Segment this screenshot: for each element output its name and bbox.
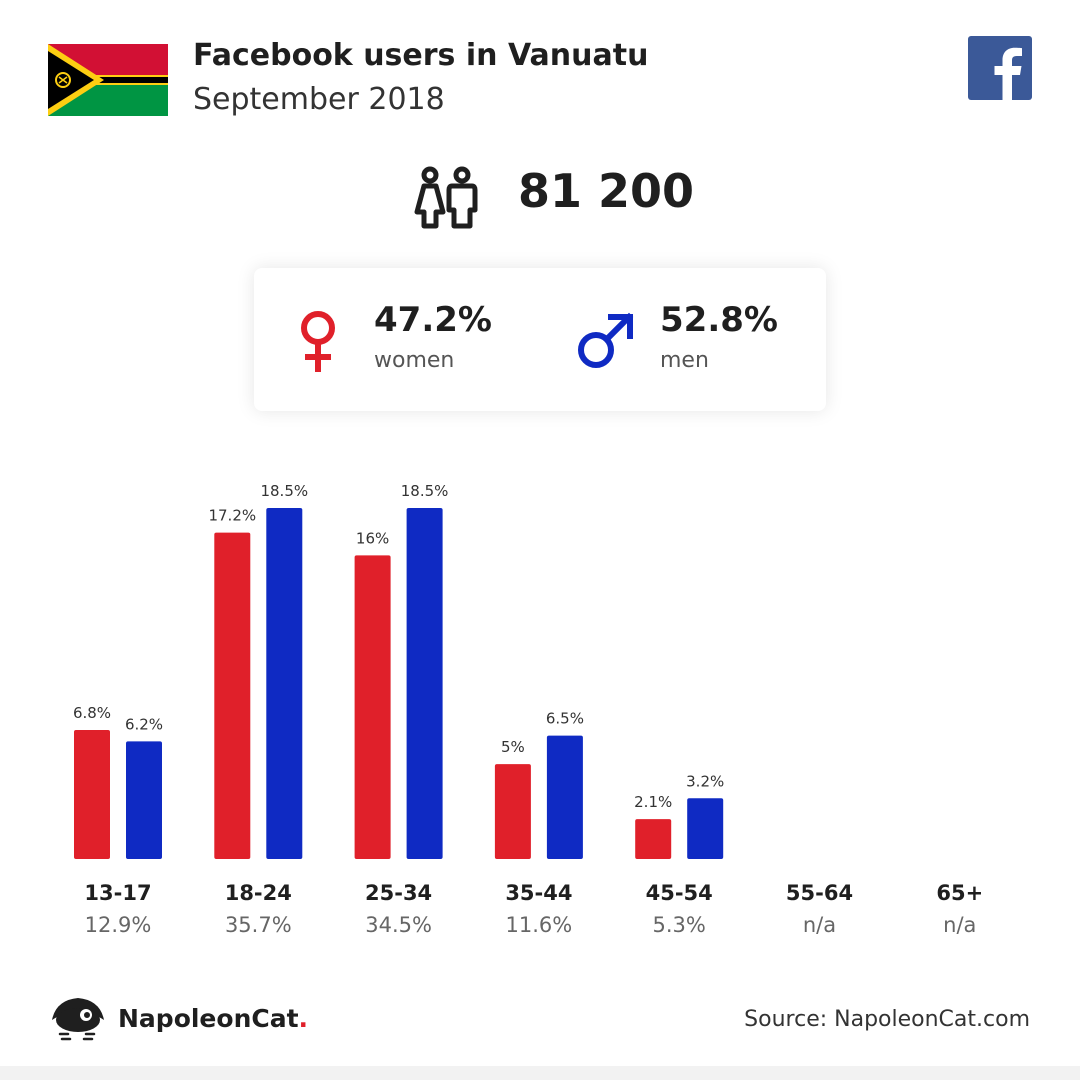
bar-25-34-s0 [354, 555, 391, 859]
category-total: n/a [803, 913, 836, 937]
napoleoncat-logo-icon [52, 998, 104, 1041]
brand-dot: . [298, 1004, 309, 1033]
total-users: 81 200 [518, 164, 695, 218]
bar-value-label: 18.5% [260, 482, 308, 500]
bar-45-54-s1 [687, 798, 724, 859]
bar-value-label: 6.8% [73, 704, 111, 722]
page-subtitle: September 2018 [193, 82, 445, 117]
bar-35-44-s0 [494, 764, 531, 859]
bar-35-44-s1 [546, 735, 583, 859]
category-total: 12.9% [85, 913, 152, 937]
men-percent: 52.8% [660, 300, 778, 340]
women-percent: 47.2% [374, 300, 492, 340]
bar-25-34-s1 [406, 508, 443, 859]
vanuatu-flag-icon [48, 44, 168, 116]
people-icon [414, 166, 478, 229]
brand-name-text: NapoleonCat [118, 1004, 299, 1033]
female-symbol-icon [301, 311, 335, 372]
bar-45-54-s0 [635, 819, 672, 859]
category-label: 55-64 [786, 881, 853, 905]
bar-18-24-s1 [266, 508, 303, 859]
footer-strip [0, 1066, 1080, 1080]
gender-card [254, 268, 826, 411]
bar-13-17-s1 [126, 741, 162, 859]
bar-value-label: 16% [356, 529, 389, 547]
category-label: 65+ [936, 881, 983, 905]
category-total: 5.3% [653, 913, 706, 937]
category-total: 11.6% [506, 913, 573, 937]
brand-name[interactable]: NapoleonCat. [118, 1004, 308, 1033]
bar-value-label: 17.2% [208, 507, 256, 525]
bar-18-24-s0 [214, 532, 251, 859]
bar-value-label: 2.1% [634, 793, 672, 811]
age-bar-chart: 6.8%6.2%13-1712.9%17.2%18.5%18-2435.7%16… [73, 482, 983, 937]
women-label: women [374, 348, 455, 373]
facebook-icon[interactable] [968, 36, 1032, 100]
category-label: 25-34 [365, 881, 432, 905]
source-text: Source: NapoleonCat.com [744, 1007, 1030, 1032]
category-label: 45-54 [646, 881, 713, 905]
category-label: 35-44 [505, 881, 572, 905]
category-label: 18-24 [225, 881, 292, 905]
category-label: 13-17 [84, 881, 151, 905]
category-total: 34.5% [365, 913, 432, 937]
category-total: 35.7% [225, 913, 292, 937]
bar-value-label: 6.2% [125, 715, 163, 733]
page-title: Facebook users in Vanuatu [193, 38, 649, 73]
bar-13-17-s0 [74, 729, 110, 859]
bar-value-label: 18.5% [401, 482, 449, 500]
male-symbol-icon [578, 312, 634, 368]
category-total: n/a [943, 913, 976, 937]
bar-value-label: 3.2% [686, 772, 724, 790]
men-label: men [660, 348, 709, 373]
bar-value-label: 5% [501, 738, 525, 756]
bar-value-label: 6.5% [546, 710, 584, 728]
